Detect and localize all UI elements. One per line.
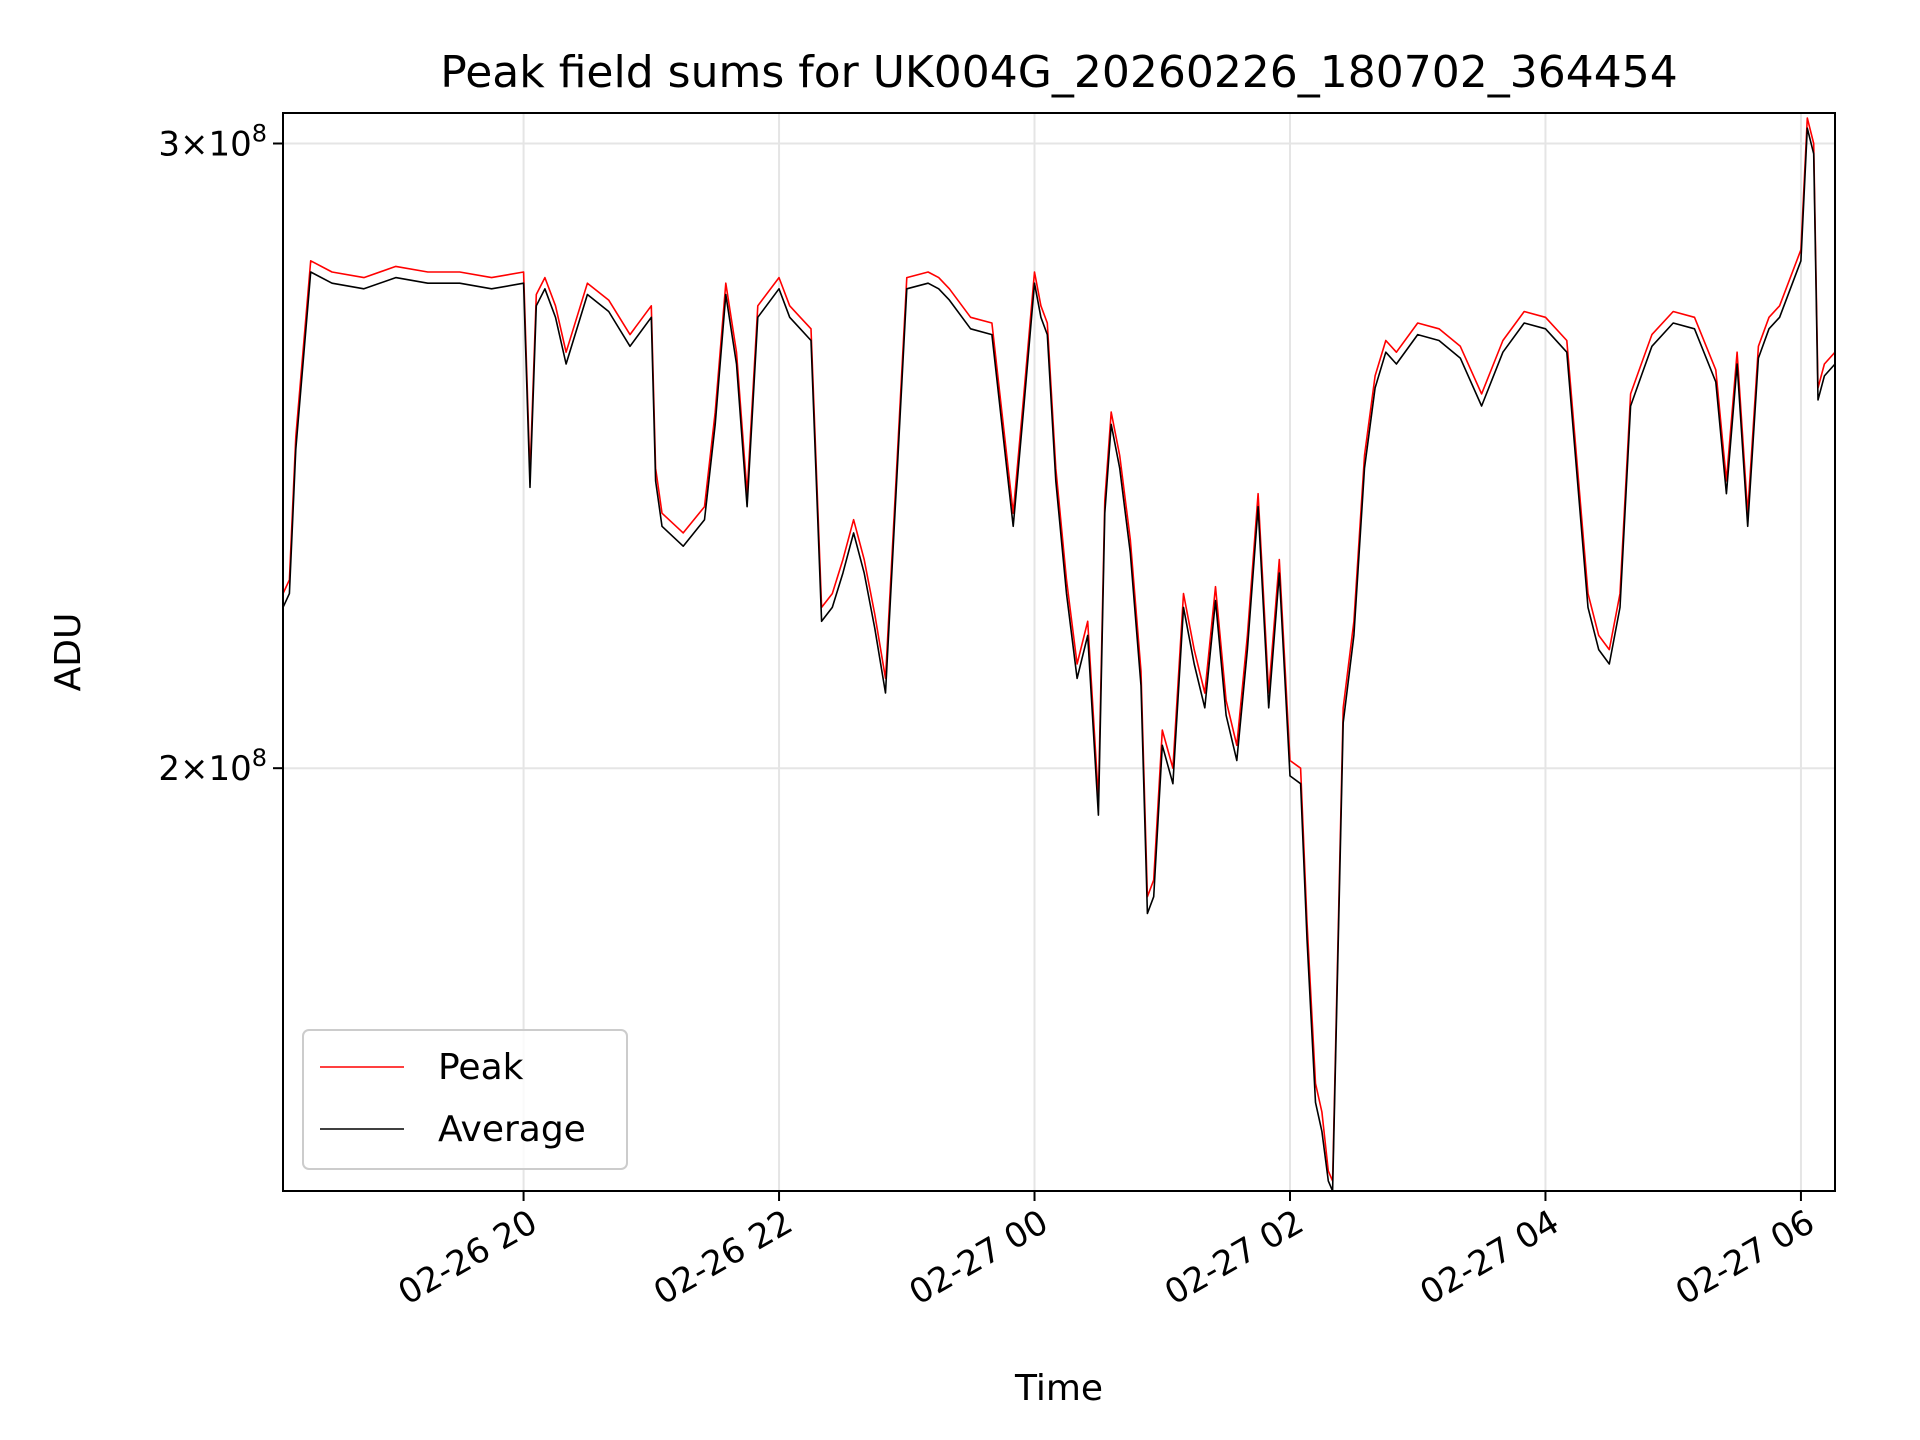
x-axis-label: Time (1014, 1368, 1103, 1409)
y-tick-label: 3×108 (158, 120, 267, 165)
grid-lines (283, 113, 1835, 1191)
series-line-average (282, 127, 1836, 1192)
legend-box (302, 1029, 628, 1170)
chart-title: Peak field sums for UK004G_20260226_1807… (440, 47, 1677, 98)
legend: Peak Average (302, 1029, 628, 1170)
legend-label-peak: Peak (438, 1047, 524, 1088)
series-lines (282, 117, 1836, 1192)
y-tick-label: 2×108 (158, 744, 267, 789)
plot-frame (282, 112, 1836, 1192)
y-axis-label: ADU (48, 613, 89, 692)
legend-label-average: Average (438, 1109, 586, 1150)
